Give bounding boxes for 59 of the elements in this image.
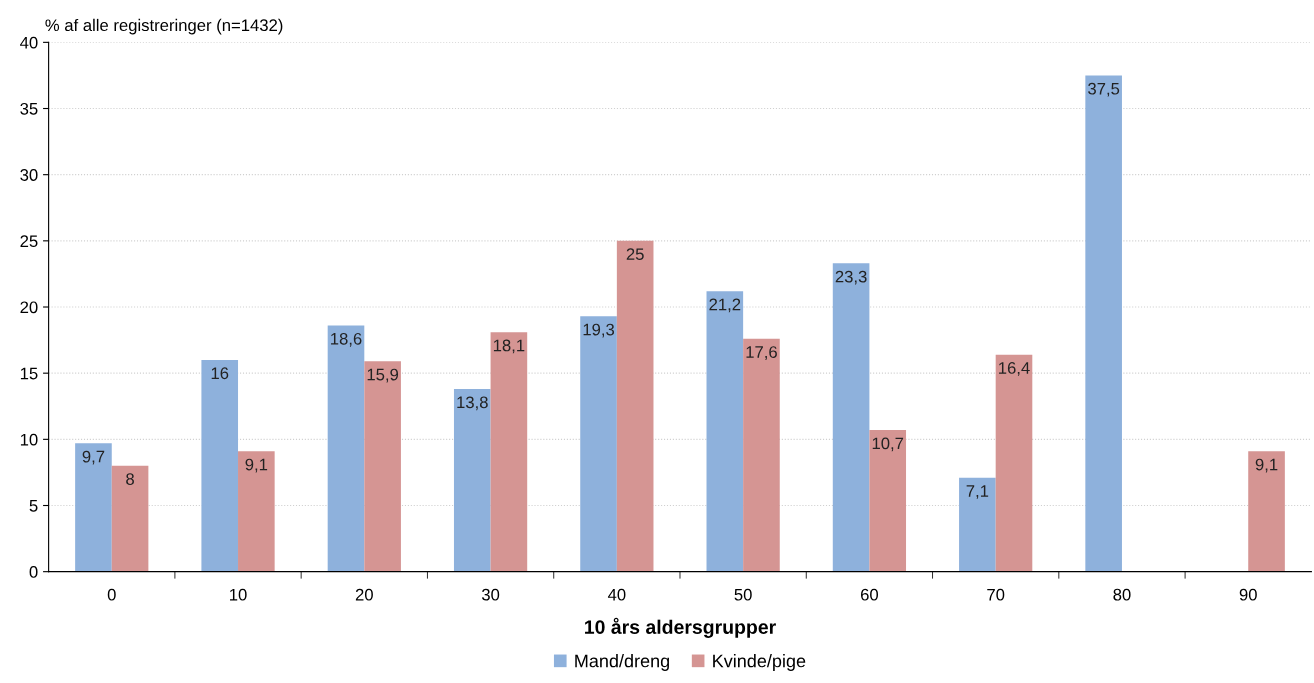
bar: [706, 291, 744, 572]
data-label: 18,6: [331, 332, 362, 347]
legend-label: Kvinde/pige: [713, 654, 806, 671]
bar: [111, 465, 149, 572]
bar: [453, 389, 491, 572]
bar: [238, 451, 275, 572]
x-tick-label: 10: [230, 588, 247, 601]
bar: [743, 338, 780, 572]
data-label: 10,7: [872, 437, 904, 452]
y-tick-label: 35: [20, 102, 38, 115]
data-label: 16,4: [999, 362, 1030, 376]
x-axis-title: 10 års aldersgrupper: [585, 617, 776, 638]
y-axis-title: % af alle registreringer (n=1432): [45, 18, 283, 35]
x-tick-label: 70: [987, 588, 1005, 601]
x-tick-label: 80: [1113, 588, 1131, 601]
data-label: 16: [211, 367, 229, 380]
bar: [490, 332, 528, 572]
x-tick-label: 0: [107, 588, 116, 601]
data-label: 19,3: [583, 323, 615, 338]
data-label: 17,6: [746, 346, 777, 360]
bar: [580, 316, 617, 572]
data-label: 15,9: [367, 368, 399, 383]
data-label: 18,1: [493, 339, 525, 354]
y-tick-label: 30: [20, 169, 38, 181]
data-label: 9,1: [245, 458, 268, 473]
bar: [327, 325, 365, 572]
y-tick-label: 5: [29, 500, 38, 512]
bar: [364, 361, 401, 572]
data-label: 13,8: [457, 396, 488, 411]
y-tick-label: 25: [20, 235, 38, 248]
bar: [201, 359, 239, 572]
x-tick-label: 20: [355, 588, 373, 601]
data-label: 9,1: [1255, 458, 1278, 473]
x-tick-label: 40: [607, 588, 626, 601]
bar: [959, 477, 996, 572]
data-label: 9,7: [82, 450, 105, 465]
x-tick-label: 60: [860, 588, 879, 601]
bar: [832, 263, 870, 572]
x-tick-label: 30: [481, 588, 500, 601]
bar: [869, 430, 907, 572]
data-label: 21,2: [709, 298, 741, 313]
bar: [995, 354, 1033, 572]
y-tick-label: 0: [29, 566, 38, 578]
bar: [1248, 451, 1285, 572]
data-label: 8: [126, 473, 134, 485]
data-label: 7,1: [966, 485, 989, 499]
bar: [75, 443, 112, 572]
data-label: 23,3: [835, 270, 867, 285]
x-tick-label: 50: [734, 588, 752, 601]
bar: [1085, 75, 1122, 572]
x-tick-label: 90: [1239, 588, 1257, 601]
data-label: 25: [626, 248, 644, 261]
bar: [616, 240, 654, 572]
y-tick-label: 10: [20, 433, 38, 446]
y-tick-label: 20: [20, 301, 38, 314]
data-label: 37,5: [1088, 82, 1120, 97]
y-tick-label: 15: [20, 367, 38, 380]
y-tick-label: 40: [20, 36, 38, 49]
legend-label: Mand/dreng: [575, 654, 670, 671]
